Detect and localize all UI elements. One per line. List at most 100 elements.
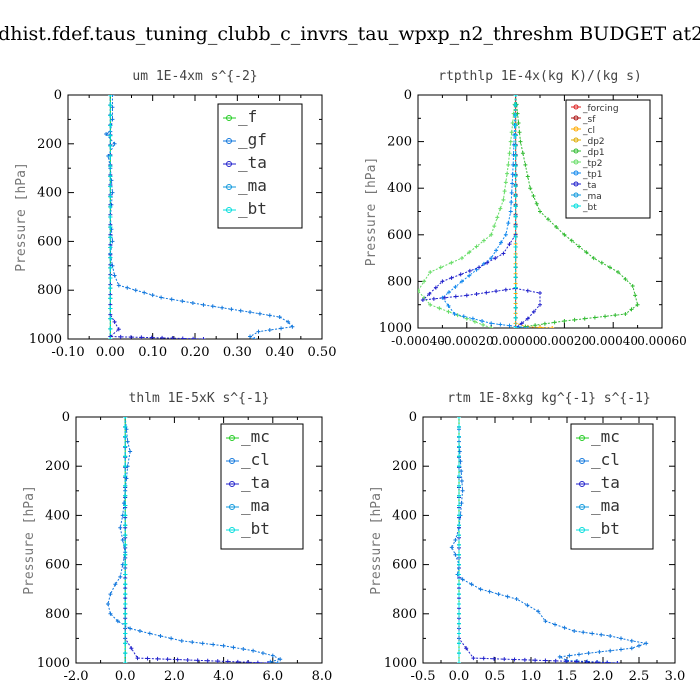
data-point-marker xyxy=(123,474,128,479)
data-point-marker xyxy=(513,113,518,118)
legend-marker xyxy=(226,207,232,213)
data-point-marker xyxy=(569,238,574,243)
data-point-marker xyxy=(108,296,113,301)
panel-title: um 1E-4xm s^{-2} xyxy=(132,69,257,84)
data-point-marker xyxy=(238,308,243,313)
data-point-marker xyxy=(108,286,113,291)
data-point-marker xyxy=(590,631,595,636)
legend: _forcing_sf_cl_dp2_dp1_tp2_tp1_ta_ma_bt xyxy=(565,99,651,219)
data-point-marker xyxy=(418,288,420,293)
data-point-marker xyxy=(457,454,461,459)
data-point-marker xyxy=(108,337,113,339)
data-point-marker xyxy=(108,194,113,199)
data-point-marker xyxy=(506,162,511,167)
legend-label: _bt xyxy=(241,519,270,538)
x-tick-label: 2.0 xyxy=(593,669,614,684)
x-tick-label: 2.5 xyxy=(629,669,650,684)
y-tick-label: 200 xyxy=(37,137,62,152)
data-point-marker xyxy=(513,153,518,158)
data-point-marker xyxy=(633,293,638,298)
series-layer xyxy=(418,95,640,328)
data-point-marker xyxy=(108,316,113,321)
data-point-marker xyxy=(457,513,461,518)
data-point-marker xyxy=(501,251,506,256)
data-point-marker xyxy=(428,302,433,307)
data-point-marker xyxy=(452,312,457,317)
data-point-marker xyxy=(457,434,461,439)
data-point-marker xyxy=(487,589,492,594)
data-point-marker xyxy=(550,326,555,328)
data-point-marker xyxy=(437,306,442,311)
data-point-marker xyxy=(118,334,123,339)
data-point-marker xyxy=(108,265,113,270)
data-point-marker xyxy=(457,503,461,508)
data-point-marker xyxy=(231,645,236,650)
data-point-marker xyxy=(481,656,486,661)
data-point-marker xyxy=(175,657,180,662)
legend-marker xyxy=(579,458,585,464)
data-point-marker xyxy=(125,439,130,444)
y-tick-label: 600 xyxy=(392,558,417,573)
data-point-marker xyxy=(517,130,522,135)
data-point-marker xyxy=(165,657,170,662)
y-tick-label: 600 xyxy=(45,558,70,573)
data-point-marker xyxy=(630,284,635,289)
data-point-marker xyxy=(623,277,628,282)
data-point-marker xyxy=(546,217,551,222)
data-point-marker xyxy=(522,657,527,662)
data-point-marker xyxy=(123,424,128,429)
data-point-marker xyxy=(459,478,464,483)
data-point-marker xyxy=(457,533,461,538)
legend-label: _f xyxy=(238,107,257,126)
data-point-marker xyxy=(123,493,128,498)
legend-label: _cl xyxy=(591,450,620,469)
legend-label: _cl xyxy=(241,450,270,469)
data-point-marker xyxy=(108,133,113,138)
x-tick-label: 0.40 xyxy=(265,345,294,360)
data-point-marker xyxy=(478,587,483,592)
data-point-marker xyxy=(108,174,113,179)
data-point-marker xyxy=(577,244,582,249)
data-point-marker xyxy=(474,244,479,249)
legend-marker xyxy=(229,458,235,464)
data-point-marker xyxy=(457,493,461,498)
data-point-marker xyxy=(542,321,547,326)
data-point-marker xyxy=(108,245,113,250)
data-point-marker xyxy=(108,164,113,169)
data-point-marker xyxy=(457,611,461,616)
data-point-marker xyxy=(169,636,174,641)
data-point-marker xyxy=(572,317,577,322)
data-point-marker xyxy=(494,248,499,253)
data-point-marker xyxy=(509,200,514,205)
y-axis-label: Pressure [hPa] xyxy=(364,157,379,267)
data-point-marker xyxy=(597,649,602,654)
data-point-marker xyxy=(286,319,291,324)
data-point-marker xyxy=(467,273,472,278)
legend-label: _gf xyxy=(238,130,267,149)
data-point-marker xyxy=(201,302,206,307)
legend-label: _ma xyxy=(241,496,270,515)
data-point-marker xyxy=(495,215,500,220)
data-point-marker xyxy=(513,305,518,310)
legend-label: _mc xyxy=(591,427,620,446)
data-point-marker xyxy=(489,326,494,328)
legend-box xyxy=(220,423,304,550)
data-point-marker xyxy=(449,275,454,280)
data-point-marker xyxy=(513,123,518,128)
data-point-marker xyxy=(160,335,165,339)
data-point-marker xyxy=(159,295,164,300)
data-point-marker xyxy=(245,660,250,663)
data-point-marker xyxy=(123,611,128,616)
data-point-marker xyxy=(453,284,458,289)
data-point-marker xyxy=(270,653,275,658)
data-point-marker xyxy=(509,190,514,195)
y-tick-label: 800 xyxy=(392,607,417,622)
data-point-marker xyxy=(513,95,518,97)
data-point-marker xyxy=(457,651,461,656)
legend-label: _ta xyxy=(582,181,597,191)
data-point-marker xyxy=(457,464,461,469)
data-point-marker xyxy=(594,660,599,663)
panel-title: rtm 1E-8xkg kg^{-1} s^{-1} xyxy=(447,391,651,406)
data-point-marker xyxy=(112,319,117,324)
data-point-marker xyxy=(503,287,508,292)
